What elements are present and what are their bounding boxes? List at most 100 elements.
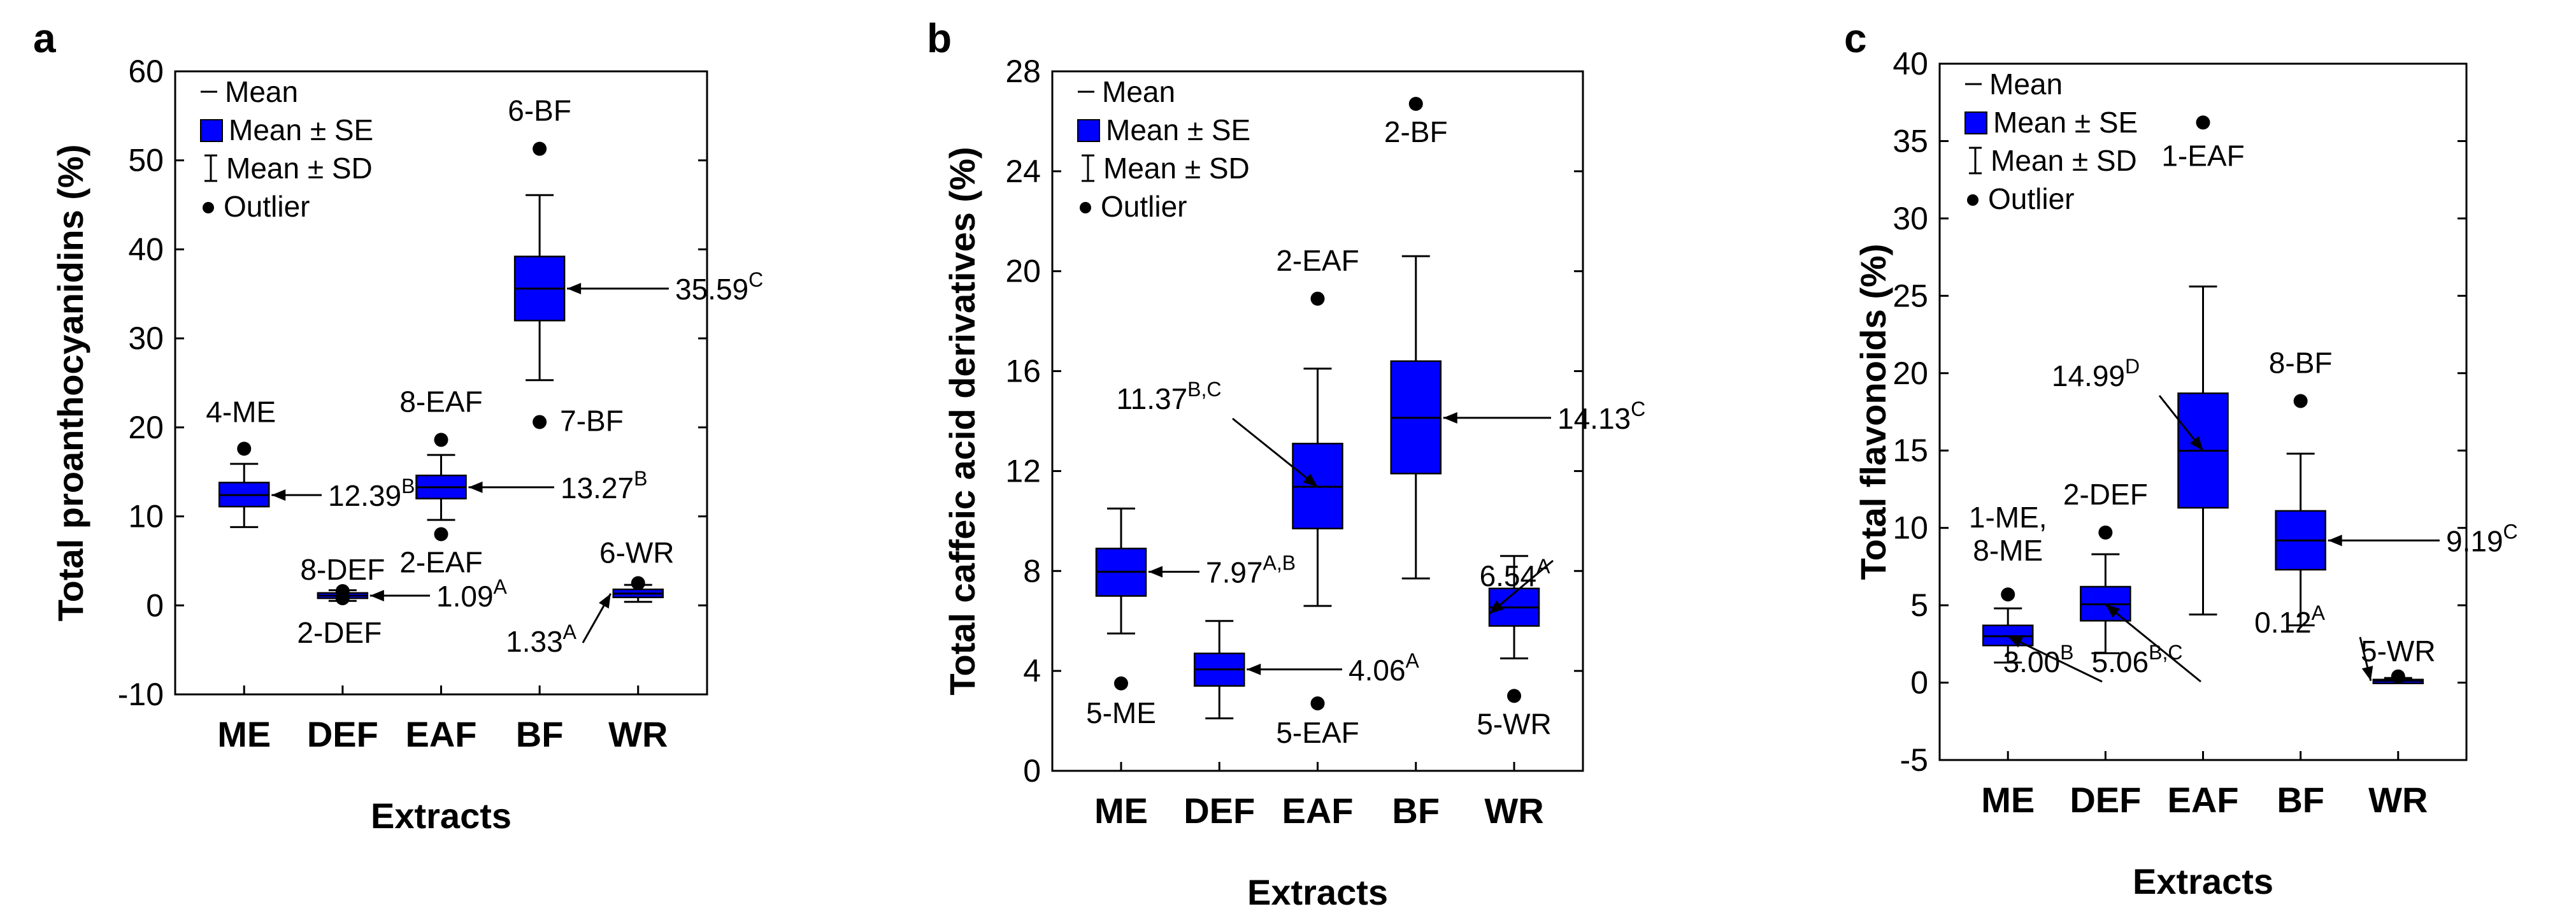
y-tick-label: 35 <box>1893 123 1928 159</box>
legend-outlier-dot <box>1967 194 1979 206</box>
y-tick-label: 30 <box>1893 201 1928 236</box>
outlier-label: 8-BF <box>2269 346 2333 379</box>
mean-value-label: 11.37B,C <box>1116 378 1221 415</box>
legend: Mean Mean ± SE Mean ± SD Outlier <box>1077 75 1250 223</box>
outlier-dot <box>1113 676 1128 691</box>
legend-se-swatch <box>1077 119 1100 142</box>
outlier-point: 1-EAF <box>2161 115 2245 172</box>
outlier-point: 5-EAF <box>1276 696 1359 749</box>
outlier-dot <box>335 591 350 606</box>
y-axis-label: Total caffeic acid derivatives (%) <box>942 147 982 695</box>
outlier-point: 7-BF <box>533 404 624 437</box>
outlier-dot <box>533 415 547 429</box>
y-tick-label: -10 <box>118 677 164 712</box>
legend: Mean Mean ± SE Mean ± SD Outlier <box>200 75 373 223</box>
box-WR: 6.54A <box>1480 555 1554 660</box>
mean-value-label: 13.27B <box>561 467 647 505</box>
mean-arrow <box>582 592 612 643</box>
box-DEF: 5.06B,C <box>2080 553 2201 683</box>
y-tick-label: 20 <box>1893 355 1928 391</box>
legend-sd-label: Mean ± SD <box>226 152 373 185</box>
y-tick-label: 20 <box>128 410 164 445</box>
panel-label: b <box>927 15 952 61</box>
outlier-dot <box>1408 96 1423 111</box>
y-tick-label: 40 <box>1893 46 1928 82</box>
mean-value-label: 3.00B <box>2003 641 2074 678</box>
outlier-point: 4-ME <box>206 395 276 456</box>
y-tick-label: 25 <box>1893 278 1928 313</box>
x-tick-label: BF <box>516 714 564 754</box>
legend-outlier-label: Outlier <box>1988 182 2074 215</box>
x-tick-label: BF <box>2277 780 2324 820</box>
mean-arrow <box>1443 412 1551 424</box>
x-tick-label: DEF <box>2070 780 2141 820</box>
mean-value-label: 7.97A,B <box>1206 551 1296 589</box>
mean-arrow <box>1489 559 1554 615</box>
y-tick-label: 10 <box>128 499 164 534</box>
mean-value-label: 35.59C <box>675 268 763 306</box>
outlier-dot <box>2196 115 2210 130</box>
mean-arrow <box>1148 566 1199 578</box>
x-tick-label: ME <box>217 714 271 754</box>
outlier-label: 5-WR <box>2361 635 2436 668</box>
outlier-point: 5-ME <box>1086 676 1156 729</box>
outlier-dot <box>434 527 448 541</box>
outlier-dot <box>237 441 252 456</box>
box-EAF: 14.99D <box>2052 285 2229 616</box>
outlier-point: 2-DEF <box>2063 478 2148 540</box>
mean-arrow <box>468 481 554 493</box>
y-tick-label: 50 <box>128 143 164 178</box>
x-tick-label: EAF <box>406 714 477 754</box>
box-BF: 35.59C <box>513 194 763 382</box>
box-BF: 9.19C <box>2275 452 2518 627</box>
y-tick-label: 28 <box>1005 54 1041 89</box>
outlier-point: 8-BF <box>2269 346 2333 408</box>
outlier-dot <box>2001 587 2015 602</box>
outlier-label: 2-EAF <box>1276 244 1359 277</box>
box-WR: 1.33A <box>506 584 664 658</box>
y-tick-label: 4 <box>1023 653 1041 689</box>
outlier-label: 8-EAF <box>399 385 482 418</box>
x-tick-label: WR <box>2368 780 2428 820</box>
legend-sd-mark <box>1082 154 1094 182</box>
x-tick-label: DEF <box>1184 791 1255 831</box>
mean-value-label: 1.33A <box>506 620 577 658</box>
outlier-point: 2-EAF <box>399 527 483 579</box>
panel-b: 0 4 8 12 16 20 24 28 ME DEF EAF BF WR Extracts Total c… <box>927 15 1645 912</box>
mean-arrow <box>2328 534 2440 547</box>
outlier-point: 1-ME,8-ME <box>1969 501 2047 602</box>
y-tick-label: 24 <box>1005 154 1041 189</box>
outlier-point: 5-WR <box>1477 689 1552 740</box>
outlier-label: 4-ME <box>206 395 276 428</box>
legend-outlier-label: Outlier <box>224 190 310 223</box>
x-axis-label: Extracts <box>2133 861 2273 901</box>
y-tick-label: 60 <box>128 54 164 89</box>
outlier-dot <box>2293 394 2308 408</box>
outlier-label: 1-EAF <box>2161 139 2244 172</box>
x-axis-label: Extracts <box>1247 872 1388 912</box>
outlier-point: 6-BF <box>508 94 571 156</box>
legend-outlier-dot <box>203 202 214 213</box>
mean-value-label: 14.99D <box>2052 355 2140 392</box>
box-EAF: 13.27B <box>415 454 647 521</box>
outlier-dot <box>2098 525 2113 540</box>
y-tick-label: 30 <box>128 320 164 356</box>
box-DEF: 4.06A <box>1193 620 1420 720</box>
outlier-label: 2-DEF <box>297 616 382 649</box>
mean-arrow <box>271 489 322 501</box>
outlier-label: 7-BF <box>560 404 624 437</box>
outlier-label: 5-EAF <box>1276 716 1359 749</box>
legend-se-swatch <box>200 119 223 142</box>
outlier-dot <box>1507 689 1522 703</box>
x-tick-label: ME <box>1981 780 2035 820</box>
outlier-label: 8-DEF <box>300 553 385 586</box>
mean-value-label: 5.06B,C <box>2092 641 2183 678</box>
outlier-point: 2-EAF <box>1276 244 1359 306</box>
legend-sd-mark <box>1969 147 1982 175</box>
y-tick-label: 10 <box>1893 510 1928 546</box>
mean-value-label: 9.19C <box>2446 520 2518 557</box>
outlier-point: 5-WR <box>2361 635 2436 684</box>
outlier-label: 5-WR <box>1477 707 1552 740</box>
legend-mean-label: Mean <box>225 75 298 108</box>
x-tick-label: ME <box>1094 791 1148 831</box>
